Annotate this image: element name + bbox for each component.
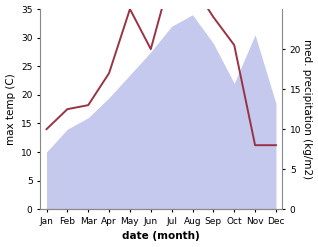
Y-axis label: max temp (C): max temp (C) (5, 73, 16, 145)
X-axis label: date (month): date (month) (122, 231, 200, 242)
Y-axis label: med. precipitation (kg/m2): med. precipitation (kg/m2) (302, 39, 313, 179)
